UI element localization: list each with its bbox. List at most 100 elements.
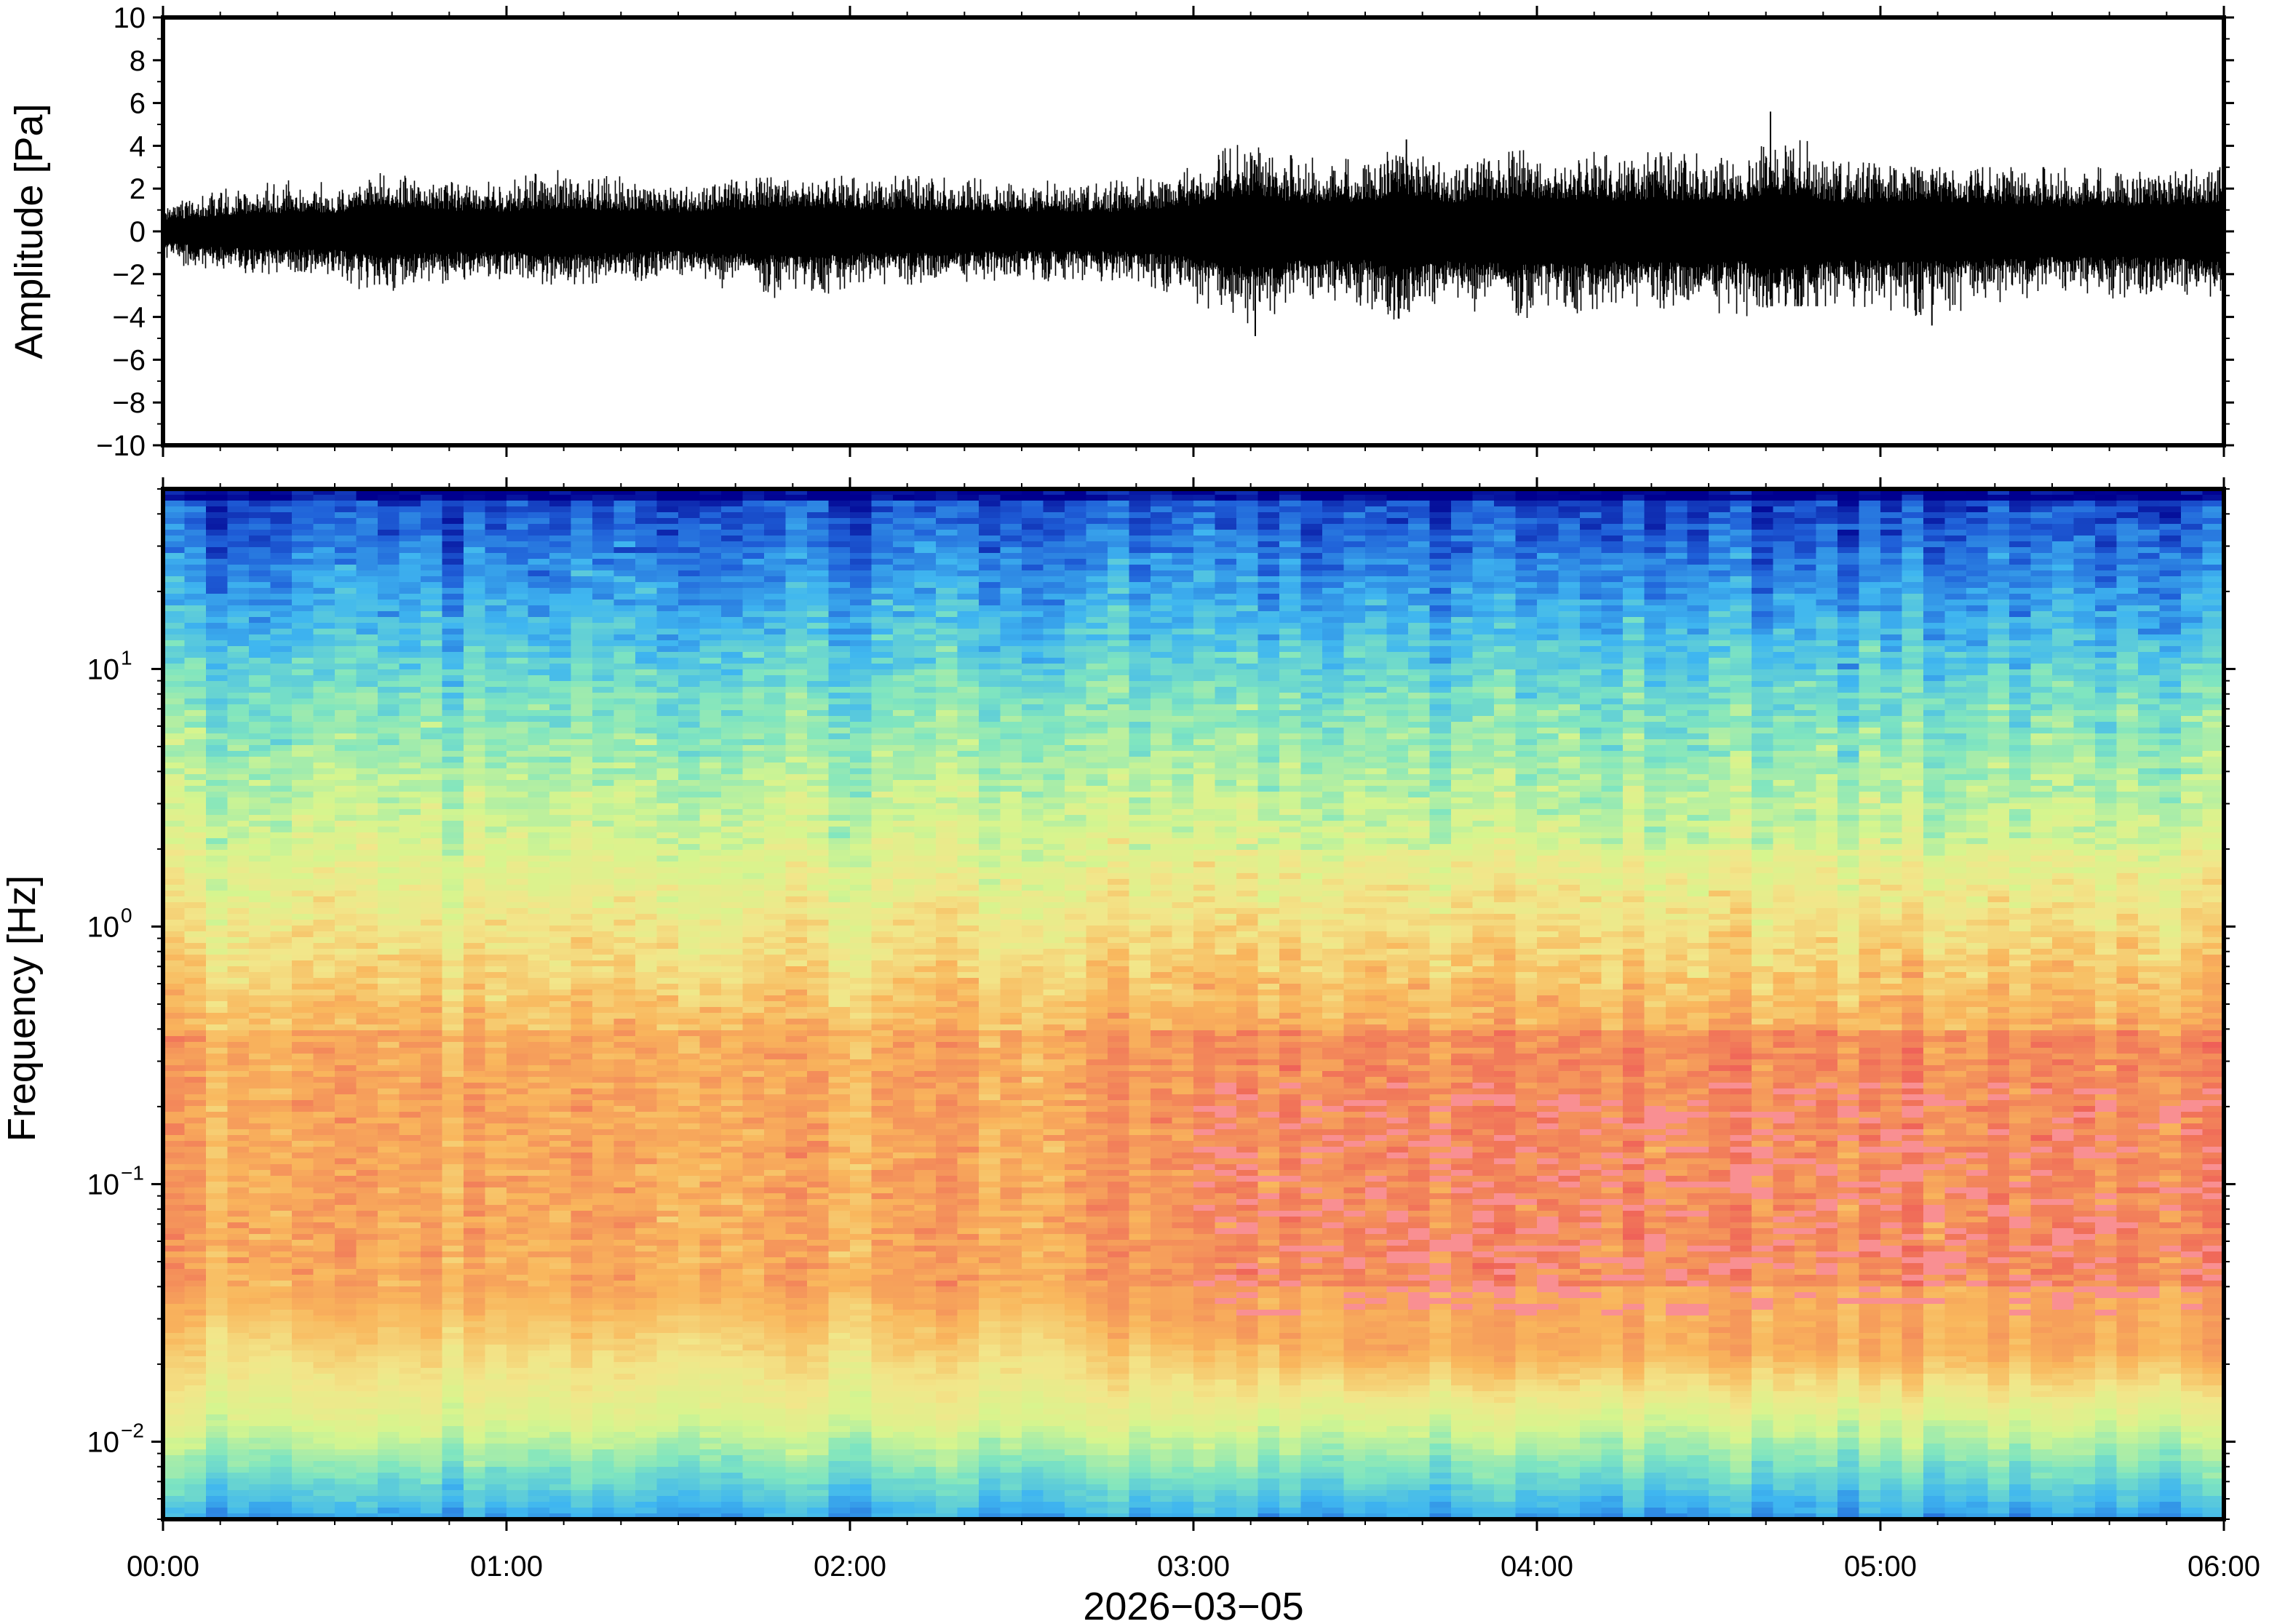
spectrogram-cell [335,1013,357,1019]
spectrogram-cell [721,1059,744,1066]
spectrogram-cell [421,501,443,507]
spectrogram-cell [399,978,421,984]
spectrogram-cell [292,640,314,647]
spectrogram-cell [613,751,636,757]
spectrogram-cell [184,1449,207,1456]
spectrogram-cell [528,518,550,525]
spectrogram-cell [699,1024,722,1031]
spectrogram-cell [528,1380,550,1386]
spectrogram-cell [635,1420,658,1427]
spectrogram-cell [549,1013,572,1019]
spectrogram-cell [378,1193,400,1200]
spectrogram-cell [656,1205,679,1211]
spectrogram-cell [399,1304,421,1310]
spectrogram-cell [270,1019,293,1025]
spectrogram-cell [699,704,722,711]
spectrogram-cell [292,1513,314,1520]
spectrogram-cell [678,832,701,839]
spectrogram-cell [506,1054,529,1060]
spectrogram-cell [442,1298,464,1305]
spectrogram-cell [678,1345,701,1351]
spectrogram-cell [528,1199,550,1206]
spectrogram-cell [292,780,314,787]
spectrogram-cell [313,1263,335,1270]
spectrogram-cell [592,1420,615,1427]
spectrogram-cell [292,1269,314,1275]
spectrogram-cell [292,1217,314,1223]
spectrogram-cell [485,774,507,781]
spectrogram-cell [742,629,765,635]
spectrogram-cell [163,1176,186,1182]
spectrogram-cell [485,1001,507,1008]
spectrogram-cell [464,600,486,606]
spectrogram-cell [571,588,593,594]
spectrogram-cell [613,1478,636,1485]
spectrogram-cell [206,809,229,816]
spectrogram-cell [613,1147,636,1153]
spectrogram-cell [635,629,658,635]
spectrogram-cell [678,687,701,693]
spectrogram-cell [313,1199,335,1206]
spectrogram-cell [485,588,507,594]
spectrogram-cell [506,664,529,670]
spectrogram-cell [506,1246,529,1252]
spectrogram-cell [249,1304,271,1310]
spectrogram-cell [699,1362,722,1369]
spectrogram-cell [399,926,421,932]
spectrogram-cell [613,1513,636,1520]
spectrogram-cell [678,658,701,664]
spectrogram-cell [699,896,722,903]
spectrogram-cell [464,1444,486,1450]
spectrogram-cell [163,768,186,775]
spectrogram-cell [656,1385,679,1392]
spectrogram-cell [421,1508,443,1514]
spectrogram-cell [656,1118,679,1124]
spectrogram-cell [571,774,593,781]
spectrogram-cell [270,768,293,775]
spectrogram-cell [292,1088,314,1095]
spectrogram-cell [549,1478,572,1485]
spectrogram-cell [292,1321,314,1328]
spectrogram-cell [378,1368,400,1374]
spectrogram-cell [184,937,207,944]
spectrogram-cell [335,1187,357,1194]
spectrogram-cell [356,565,378,571]
spectrogram-cell [227,1024,250,1031]
spectrogram-cell [356,1153,378,1159]
spectrogram-cell [485,972,507,979]
spectrogram-cell [635,856,658,862]
spectrogram-cell [528,1374,550,1380]
spectrogram-cell [163,1315,186,1322]
spectrogram-cell [356,1042,378,1048]
spectrogram-cell [292,1473,314,1479]
spectrogram-cell [313,687,335,693]
spectrogram-cell [356,763,378,769]
spectrogram-cell [656,931,679,938]
spectrogram-cell [442,861,464,868]
spectrogram-cell [528,1106,550,1112]
spectrogram-cell [227,716,250,723]
spectrogram-cell [249,1211,271,1217]
spectrogram-cell [335,1374,357,1380]
spectrogram-cell [378,1246,400,1252]
spectrogram-cell [635,518,658,525]
spectrogram-cell [356,687,378,693]
spectrogram-cell [678,536,701,542]
spectrogram-cell [549,1106,572,1112]
spectrogram-cell [249,908,271,915]
spectrogram-cell [442,1024,464,1031]
spectrogram-cell [378,1135,400,1142]
spectrogram-cell [528,1327,550,1334]
spectrogram-cell [421,1030,443,1037]
spectrogram-cell [249,733,271,740]
spectrogram-cell [571,1315,593,1322]
spectrogram-cell [292,681,314,688]
spectrogram-cell [678,1170,701,1177]
spectrogram-cell [356,1438,378,1444]
spectrogram-cell [206,722,229,728]
spectrogram-cell [249,1147,271,1153]
spectrogram-cell [184,1007,207,1014]
spectrogram-cell [421,739,443,746]
spectrogram-cell [635,815,658,821]
spectrogram-cell [592,629,615,635]
